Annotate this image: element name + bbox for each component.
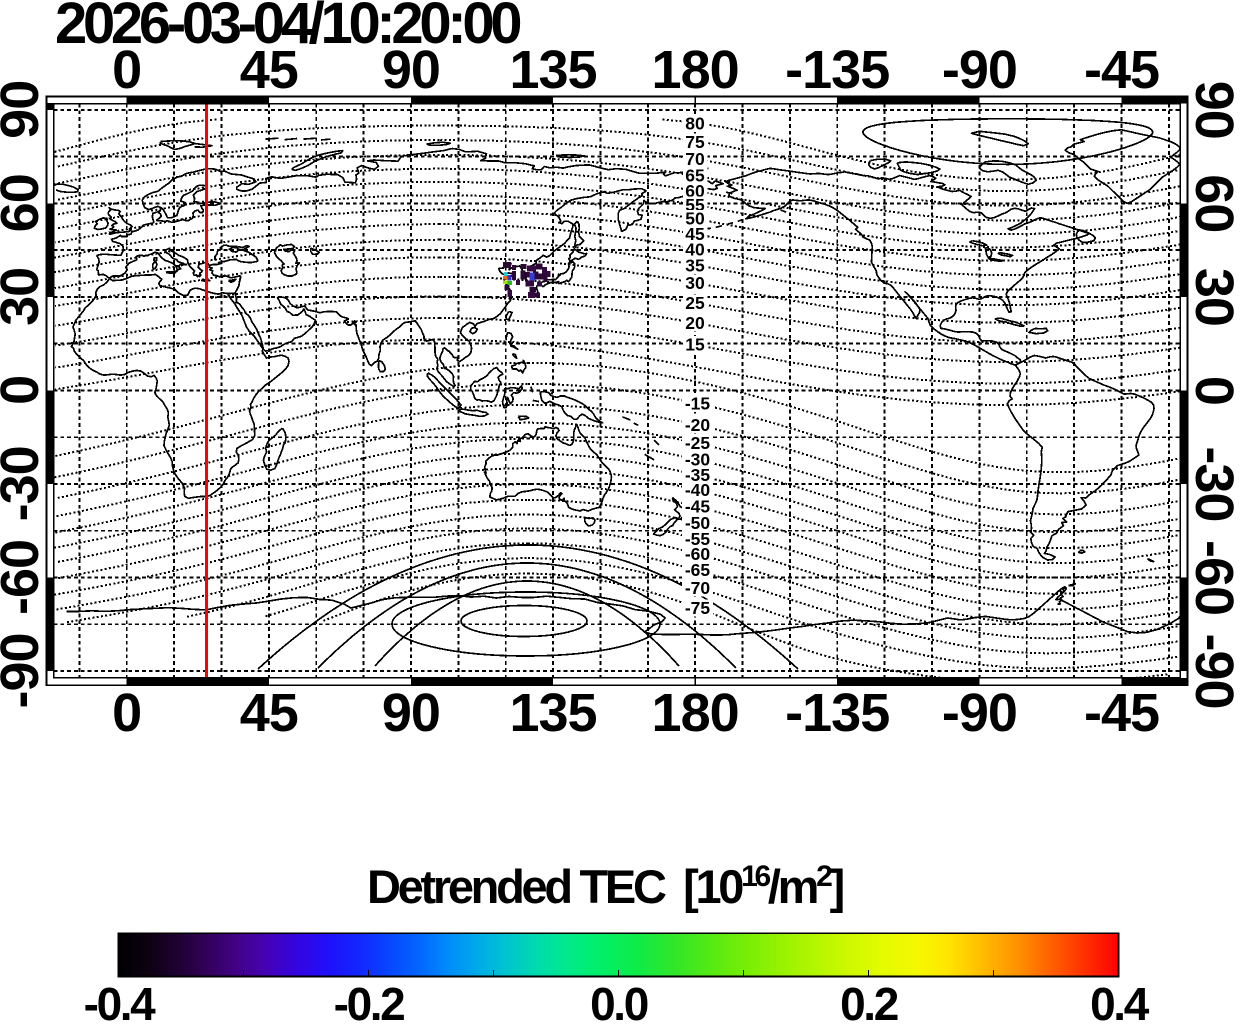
- svg-text:-90: -90: [942, 683, 1017, 743]
- svg-text:90: 90: [0, 81, 50, 139]
- svg-text:-30: -30: [685, 450, 711, 470]
- svg-text:135: 135: [509, 40, 596, 100]
- svg-text:-65: -65: [685, 560, 711, 580]
- svg-text:-0.2: -0.2: [334, 978, 404, 1024]
- svg-text:45: 45: [685, 224, 705, 244]
- svg-text:-60: -60: [1184, 540, 1240, 615]
- svg-text:-75: -75: [685, 598, 711, 618]
- svg-text:30: 30: [1184, 268, 1240, 326]
- svg-text:-25: -25: [685, 433, 711, 453]
- svg-text:135: 135: [509, 683, 596, 743]
- svg-text:0: 0: [0, 376, 50, 405]
- svg-text:25: 25: [685, 293, 705, 313]
- svg-text:-35: -35: [685, 465, 711, 485]
- svg-text:-60: -60: [685, 544, 711, 564]
- svg-text:2026-03-04/10:20:00: 2026-03-04/10:20:00: [55, 0, 520, 56]
- svg-text:30: 30: [0, 268, 50, 326]
- svg-text:180: 180: [652, 683, 739, 743]
- svg-text:20: 20: [685, 313, 705, 333]
- svg-text:90: 90: [382, 683, 440, 743]
- svg-text:0: 0: [112, 683, 141, 743]
- svg-text:-135: -135: [785, 40, 889, 100]
- svg-text:0: 0: [1184, 376, 1240, 405]
- svg-text:-70: -70: [685, 578, 711, 598]
- svg-text:90: 90: [1184, 81, 1240, 139]
- svg-text:60: 60: [0, 174, 50, 232]
- svg-text:-15: -15: [685, 393, 711, 413]
- svg-text:-30: -30: [1184, 446, 1240, 521]
- svg-text:Detrended TEC [1016/m2]: Detrended TEC [1016/m2]: [367, 860, 844, 913]
- svg-text:-45: -45: [685, 497, 711, 517]
- svg-text:-135: -135: [785, 683, 889, 743]
- svg-text:-30: -30: [0, 446, 50, 521]
- svg-text:-60: -60: [0, 540, 50, 615]
- svg-text:65: 65: [685, 166, 705, 186]
- svg-text:40: 40: [685, 239, 705, 259]
- svg-text:-45: -45: [1084, 683, 1159, 743]
- svg-text:80: 80: [685, 113, 705, 133]
- svg-text:-90: -90: [942, 40, 1017, 100]
- svg-text:-90: -90: [0, 633, 50, 708]
- svg-text:55: 55: [685, 195, 705, 215]
- svg-text:0.2: 0.2: [840, 978, 898, 1024]
- svg-text:45: 45: [240, 40, 298, 100]
- svg-text:-90: -90: [1184, 633, 1240, 708]
- svg-text:50: 50: [685, 209, 705, 229]
- svg-text:180: 180: [652, 40, 739, 100]
- svg-text:0: 0: [112, 40, 141, 100]
- svg-text:60: 60: [685, 181, 705, 201]
- svg-text:75: 75: [685, 132, 705, 152]
- svg-text:35: 35: [685, 255, 705, 275]
- svg-text:-50: -50: [685, 513, 711, 533]
- svg-text:0.0: 0.0: [590, 978, 648, 1024]
- svg-text:15: 15: [685, 335, 705, 355]
- svg-text:90: 90: [382, 40, 440, 100]
- svg-text:-55: -55: [685, 529, 711, 549]
- svg-text:70: 70: [685, 149, 705, 169]
- svg-text:-40: -40: [685, 480, 711, 500]
- svg-text:-0.4: -0.4: [84, 978, 156, 1024]
- svg-text:60: 60: [1184, 174, 1240, 232]
- svg-text:45: 45: [240, 683, 298, 743]
- svg-text:-20: -20: [685, 415, 711, 435]
- svg-text:30: 30: [685, 273, 705, 293]
- svg-text:0.4: 0.4: [1090, 978, 1150, 1024]
- svg-text:-45: -45: [1084, 40, 1159, 100]
